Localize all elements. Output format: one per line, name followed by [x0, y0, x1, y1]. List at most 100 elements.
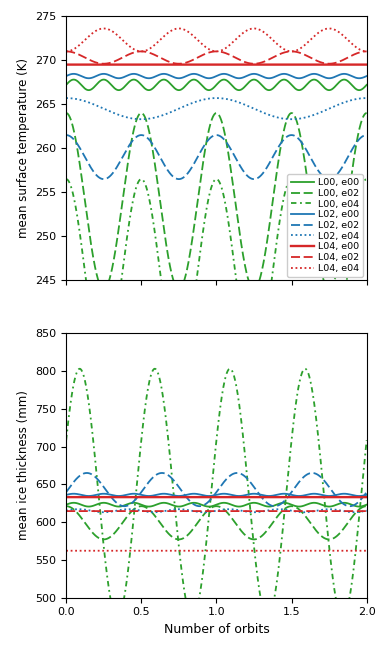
L00, e00: [356, 86, 360, 94]
L02, e02: [202, 501, 207, 508]
L00, e00: [202, 502, 207, 510]
L00, e04: [301, 367, 305, 375]
L00, e04: [101, 360, 106, 368]
L04, e02: [356, 49, 360, 57]
L02, e04: [152, 508, 156, 516]
Line: L00, e04: L00, e04: [66, 179, 367, 364]
L00, e00: [64, 81, 68, 89]
L04, e04: [101, 25, 106, 32]
L04, e00: [210, 61, 215, 68]
L04, e04: [64, 547, 68, 555]
L02, e04: [356, 95, 360, 103]
L04, e04: [356, 547, 360, 555]
L02, e00: [210, 492, 215, 499]
L02, e00: [79, 72, 84, 80]
L00, e00: [357, 503, 361, 510]
L04, e02: [356, 507, 360, 515]
L00, e04: [210, 180, 215, 188]
L02, e00: [202, 492, 207, 499]
L04, e00: [202, 494, 206, 501]
L04, e04: [364, 48, 369, 56]
L00, e04: [202, 218, 207, 225]
L02, e04: [277, 505, 281, 513]
L02, e00: [64, 491, 68, 499]
L00, e04: [356, 523, 360, 531]
L02, e02: [79, 147, 84, 154]
L00, e00: [64, 501, 68, 508]
L04, e04: [79, 39, 84, 47]
L02, e04: [364, 94, 369, 102]
Line: L00, e00: L00, e00: [66, 79, 367, 90]
L04, e00: [356, 494, 360, 501]
L00, e02: [364, 503, 369, 510]
Line: L04, e04: L04, e04: [66, 28, 367, 52]
X-axis label: Number of orbits: Number of orbits: [164, 623, 269, 636]
L00, e02: [301, 146, 305, 154]
L00, e02: [210, 503, 215, 511]
L04, e00: [301, 494, 305, 501]
L04, e02: [210, 48, 215, 56]
L02, e04: [139, 116, 144, 123]
L00, e04: [340, 614, 345, 622]
L02, e00: [357, 492, 361, 500]
L02, e02: [202, 141, 207, 149]
Line: L02, e02: L02, e02: [66, 473, 367, 506]
L02, e02: [301, 140, 305, 148]
L04, e02: [301, 507, 305, 515]
L04, e02: [301, 50, 305, 58]
L04, e02: [356, 49, 360, 57]
L04, e00: [79, 494, 84, 501]
L02, e04: [210, 94, 215, 102]
L02, e04: [301, 114, 305, 122]
L00, e02: [364, 109, 369, 117]
L04, e02: [64, 507, 68, 515]
L04, e04: [356, 547, 360, 555]
Line: L02, e04: L02, e04: [66, 509, 367, 512]
L00, e04: [77, 365, 82, 373]
L00, e00: [301, 85, 305, 92]
L04, e04: [301, 43, 305, 50]
L02, e04: [64, 507, 68, 515]
L00, e02: [202, 510, 207, 517]
L00, e02: [101, 536, 106, 543]
L02, e04: [356, 95, 360, 103]
L02, e04: [364, 507, 369, 515]
L04, e00: [356, 494, 360, 501]
L00, e00: [210, 502, 215, 510]
Legend: L00, e00, L00, e02, L00, e04, L02, e00, L02, e02, L02, e04, L04, e00, L04, e02, : L00, e00, L00, e02, L00, e04, L02, e00, …: [287, 174, 363, 276]
Line: L04, e02: L04, e02: [66, 52, 367, 64]
L02, e04: [202, 96, 207, 103]
L02, e00: [357, 74, 361, 82]
L04, e04: [64, 48, 68, 56]
L02, e00: [64, 72, 68, 80]
L04, e04: [202, 42, 207, 50]
L00, e02: [202, 150, 207, 158]
L04, e00: [64, 61, 68, 68]
L02, e00: [356, 74, 360, 82]
L00, e00: [301, 502, 305, 510]
L00, e02: [356, 506, 360, 514]
L04, e00: [210, 494, 215, 501]
L00, e04: [356, 198, 360, 205]
L04, e04: [202, 547, 206, 555]
L02, e00: [71, 490, 76, 497]
L04, e02: [79, 507, 84, 515]
L02, e02: [356, 136, 360, 144]
L02, e02: [364, 131, 369, 139]
L00, e00: [364, 81, 369, 89]
L04, e04: [301, 547, 305, 555]
L00, e04: [202, 556, 207, 563]
L00, e02: [356, 132, 360, 140]
L00, e02: [356, 131, 360, 139]
L00, e04: [356, 522, 361, 530]
L02, e00: [71, 70, 76, 78]
L04, e00: [356, 61, 360, 68]
L00, e04: [64, 175, 68, 183]
Line: L02, e00: L02, e00: [66, 494, 367, 496]
L02, e02: [64, 131, 68, 139]
L02, e00: [79, 491, 84, 499]
L04, e00: [364, 494, 369, 501]
L00, e02: [79, 172, 84, 180]
L04, e02: [356, 507, 360, 515]
L00, e00: [210, 85, 215, 92]
